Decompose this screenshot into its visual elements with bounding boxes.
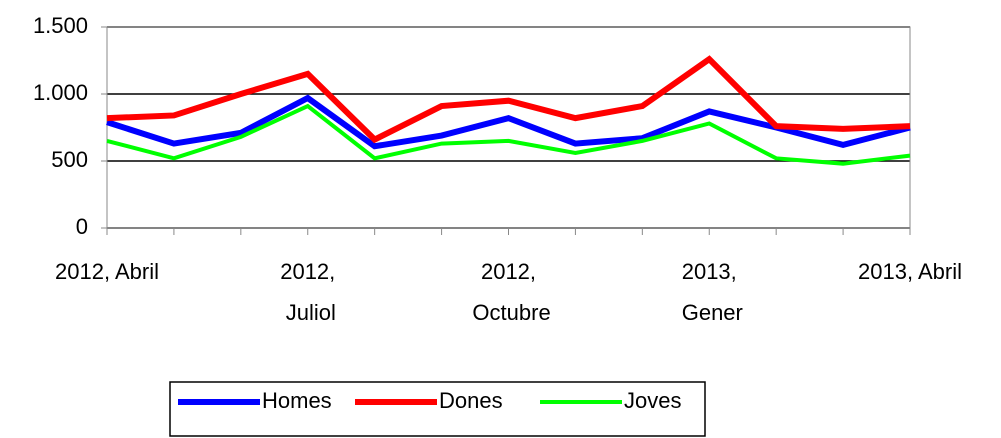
y-tick-label: 1.000 [33,80,88,105]
series-line [106,103,911,166]
legend-label: Joves [624,388,681,413]
series-line [106,55,911,144]
y-tick-label: 500 [51,147,88,172]
y-tick-label: 0 [76,214,88,239]
x-tick-label: 2012, Octubre [466,259,550,325]
x-tick-label: 2012, Juliol [280,259,336,325]
x-tick-label: 2013, Gener [676,259,743,325]
legend-box [169,381,706,437]
legend-label: Homes [262,388,332,413]
x-tick-label: 2012, Abril [55,259,159,284]
x-tick-label: 2013, Abril [858,259,962,284]
y-tick-label: 1.500 [33,13,88,38]
legend-label: Dones [439,388,503,413]
